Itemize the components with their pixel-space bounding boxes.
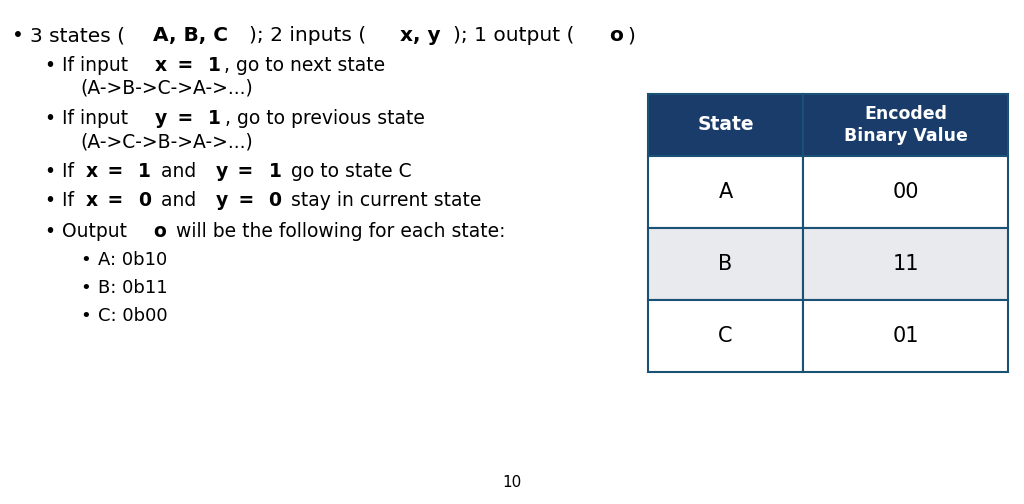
Text: 01: 01: [892, 326, 919, 346]
Text: go to state C: go to state C: [285, 162, 412, 181]
Text: If input: If input: [62, 56, 134, 75]
Text: o: o: [154, 222, 166, 241]
Text: 1: 1: [208, 109, 221, 128]
Text: 3 states (: 3 states (: [30, 26, 125, 45]
Text: Output: Output: [62, 222, 133, 241]
Text: A: 0b10: A: 0b10: [98, 251, 167, 269]
Text: , go to previous state: , go to previous state: [224, 109, 425, 128]
Text: 00: 00: [892, 182, 919, 202]
Text: 11: 11: [892, 254, 919, 274]
Text: C: 0b00: C: 0b00: [98, 307, 168, 325]
Text: , go to next state: , go to next state: [224, 56, 386, 75]
Text: 1: 1: [268, 162, 282, 181]
Bar: [648, 94, 1008, 156]
Text: =: =: [101, 162, 130, 181]
Bar: [803, 228, 1008, 300]
Text: A, B, C: A, B, C: [153, 26, 227, 45]
Text: y: y: [155, 109, 167, 128]
Text: and: and: [155, 191, 202, 210]
Text: A: A: [719, 182, 732, 202]
Text: •: •: [12, 26, 24, 45]
Text: 1: 1: [208, 56, 221, 75]
Text: If: If: [62, 191, 80, 210]
Text: =: =: [101, 191, 130, 210]
Text: •: •: [44, 191, 55, 210]
Text: ); 2 inputs (: ); 2 inputs (: [250, 26, 367, 45]
Text: B: 0b11: B: 0b11: [98, 279, 168, 297]
Text: B: B: [719, 254, 732, 274]
Text: x, y: x, y: [400, 26, 441, 45]
Text: y: y: [215, 162, 227, 181]
Text: 0: 0: [268, 191, 282, 210]
Text: 0: 0: [138, 191, 151, 210]
Text: (A->C->B->A->...): (A->C->B->A->...): [80, 132, 253, 151]
Text: C: C: [718, 326, 733, 346]
Text: =: =: [171, 56, 200, 75]
Text: •: •: [44, 222, 55, 241]
Text: =: =: [171, 109, 200, 128]
Text: Encoded
Binary Value: Encoded Binary Value: [844, 105, 968, 145]
Text: o: o: [609, 26, 624, 45]
Text: •: •: [44, 162, 55, 181]
Text: •: •: [80, 307, 91, 325]
Bar: [648, 228, 803, 300]
Text: x: x: [155, 56, 167, 75]
Text: will be the following for each state:: will be the following for each state:: [170, 222, 506, 241]
Text: If input: If input: [62, 109, 134, 128]
Text: =: =: [231, 162, 260, 181]
Text: =: =: [231, 191, 260, 210]
Bar: [803, 300, 1008, 372]
Bar: [803, 156, 1008, 228]
Text: 10: 10: [503, 475, 521, 490]
Text: State: State: [697, 115, 754, 135]
Text: •: •: [44, 56, 55, 75]
Text: •: •: [80, 279, 91, 297]
Text: stay in current state: stay in current state: [286, 191, 481, 210]
Text: ); 1 output (: ); 1 output (: [453, 26, 574, 45]
Bar: [648, 156, 803, 228]
Text: ): ): [628, 26, 635, 45]
Text: and: and: [155, 162, 202, 181]
Text: 1: 1: [138, 162, 151, 181]
Text: If: If: [62, 162, 80, 181]
Text: (A->B->C->A->...): (A->B->C->A->...): [80, 79, 253, 98]
Text: •: •: [44, 109, 55, 128]
Text: x: x: [85, 162, 97, 181]
Text: x: x: [85, 191, 97, 210]
Text: y: y: [216, 191, 228, 210]
Text: •: •: [80, 251, 91, 269]
Bar: [648, 300, 803, 372]
